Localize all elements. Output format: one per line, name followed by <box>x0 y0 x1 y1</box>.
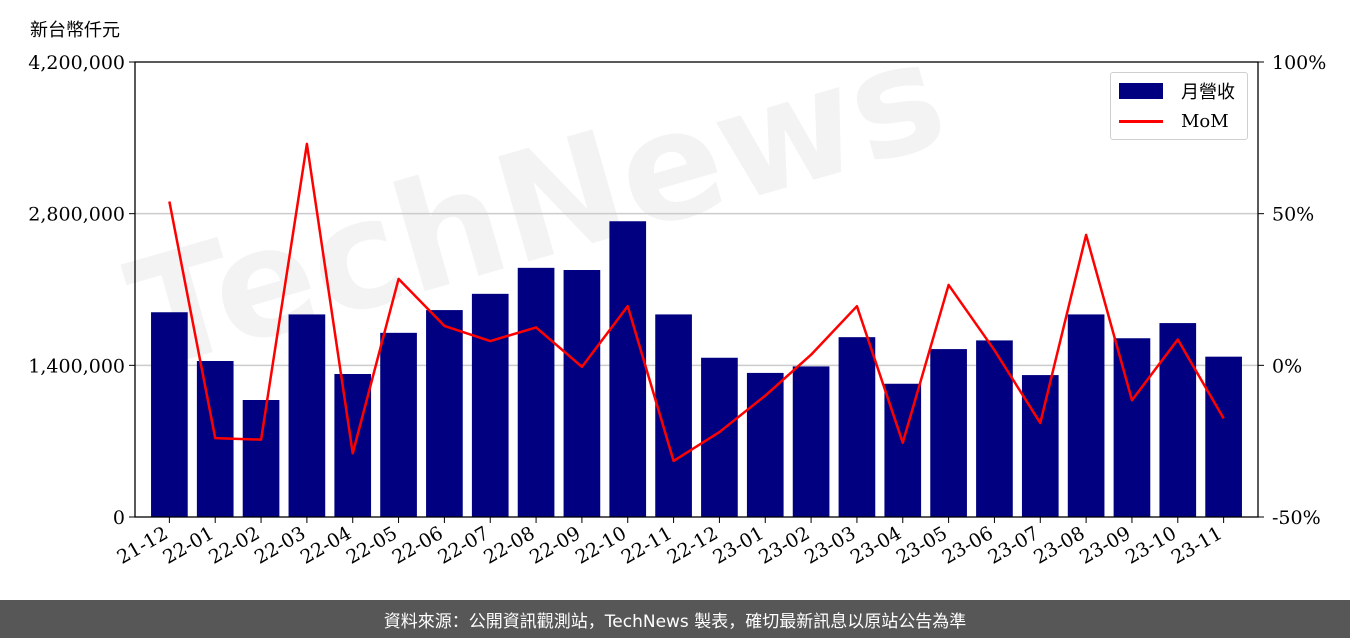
x-tick-label: 23-02 <box>755 522 813 568</box>
x-tick-label: 23-04 <box>847 522 905 568</box>
x-tick-label: 23-03 <box>801 522 859 568</box>
bar-monthly-revenue <box>1068 314 1105 517</box>
y-right-tick-label: 0% <box>1272 355 1302 377</box>
x-tick-label: 23-09 <box>1076 522 1134 568</box>
bar-monthly-revenue <box>426 310 463 517</box>
y-right-tick-label: 50% <box>1272 204 1314 226</box>
bar-monthly-revenue <box>564 270 601 517</box>
x-tick-label: 23-10 <box>1122 522 1180 568</box>
legend-item-line: MoM <box>1119 109 1229 133</box>
x-tick-label: 23-06 <box>938 522 996 568</box>
bar-monthly-revenue <box>380 333 417 517</box>
legend-line-swatch <box>1119 120 1163 123</box>
x-tick-label: 22-04 <box>297 522 355 568</box>
x-tick-label: 23-11 <box>1168 522 1226 568</box>
legend-bar-label: 月營收 <box>1181 78 1235 104</box>
x-tick-label: 22-08 <box>480 522 538 568</box>
bar-monthly-revenue <box>1205 357 1242 517</box>
bar-monthly-revenue <box>151 312 188 517</box>
legend-bar-swatch <box>1119 83 1163 99</box>
x-tick-label: 22-09 <box>526 522 584 568</box>
y-right-tick-label: -50% <box>1272 507 1321 529</box>
chart-area: 新台幣仟元 TechNews 0 1,400,000 2,800,000 4,200,0… <box>0 0 1350 600</box>
x-tick-label: 22-12 <box>663 522 721 568</box>
x-tick-label: 22-05 <box>343 522 401 568</box>
bar-monthly-revenue <box>793 366 830 517</box>
bar-monthly-revenue <box>930 349 967 517</box>
x-tick-label: 21-12 <box>113 522 171 568</box>
x-tick-label: 23-07 <box>984 522 1042 568</box>
x-tick-label: 22-02 <box>205 522 263 568</box>
legend-line-label: MoM <box>1181 111 1229 132</box>
bar-monthly-revenue <box>243 400 280 517</box>
y-left-tick-label: 4,200,000 <box>28 52 125 74</box>
x-tick-label: 22-07 <box>434 522 492 568</box>
x-tick-label: 23-01 <box>709 522 767 568</box>
bar-monthly-revenue <box>518 268 555 517</box>
footer-text: 資料來源：公開資訊觀測站，TechNews 製表，確切最新訊息以原站公告為準 <box>384 607 966 632</box>
bar-monthly-revenue <box>1022 375 1059 517</box>
bar-monthly-revenue <box>839 337 876 517</box>
x-tick-label: 23-05 <box>893 522 951 568</box>
x-tick-label: 22-06 <box>388 522 446 568</box>
bar-monthly-revenue <box>1114 338 1151 517</box>
footer-source-note: 資料來源：公開資訊觀測站，TechNews 製表，確切最新訊息以原站公告為準 <box>0 600 1350 638</box>
y-left-tick-label: 2,800,000 <box>28 204 125 226</box>
bar-monthly-revenue <box>289 314 326 517</box>
bar-monthly-revenue <box>472 294 509 517</box>
x-tick-label: 22-10 <box>572 522 630 568</box>
y-left-tick-label: 0 <box>113 507 125 529</box>
bar-monthly-revenue <box>976 340 1013 517</box>
x-tick-label: 22-03 <box>251 522 309 568</box>
bar-monthly-revenue <box>701 358 738 517</box>
x-tick-label: 22-11 <box>618 522 676 568</box>
bar-monthly-revenue <box>1159 323 1196 517</box>
x-tick-label: 22-01 <box>159 522 217 568</box>
legend: 月營收 MoM <box>1110 72 1248 140</box>
bar-monthly-revenue <box>609 221 646 517</box>
y-right-tick-label: 100% <box>1272 52 1326 74</box>
legend-item-bar: 月營收 <box>1119 79 1235 103</box>
x-tick-label: 23-08 <box>1030 522 1088 568</box>
y-left-tick-label: 1,400,000 <box>28 355 125 377</box>
